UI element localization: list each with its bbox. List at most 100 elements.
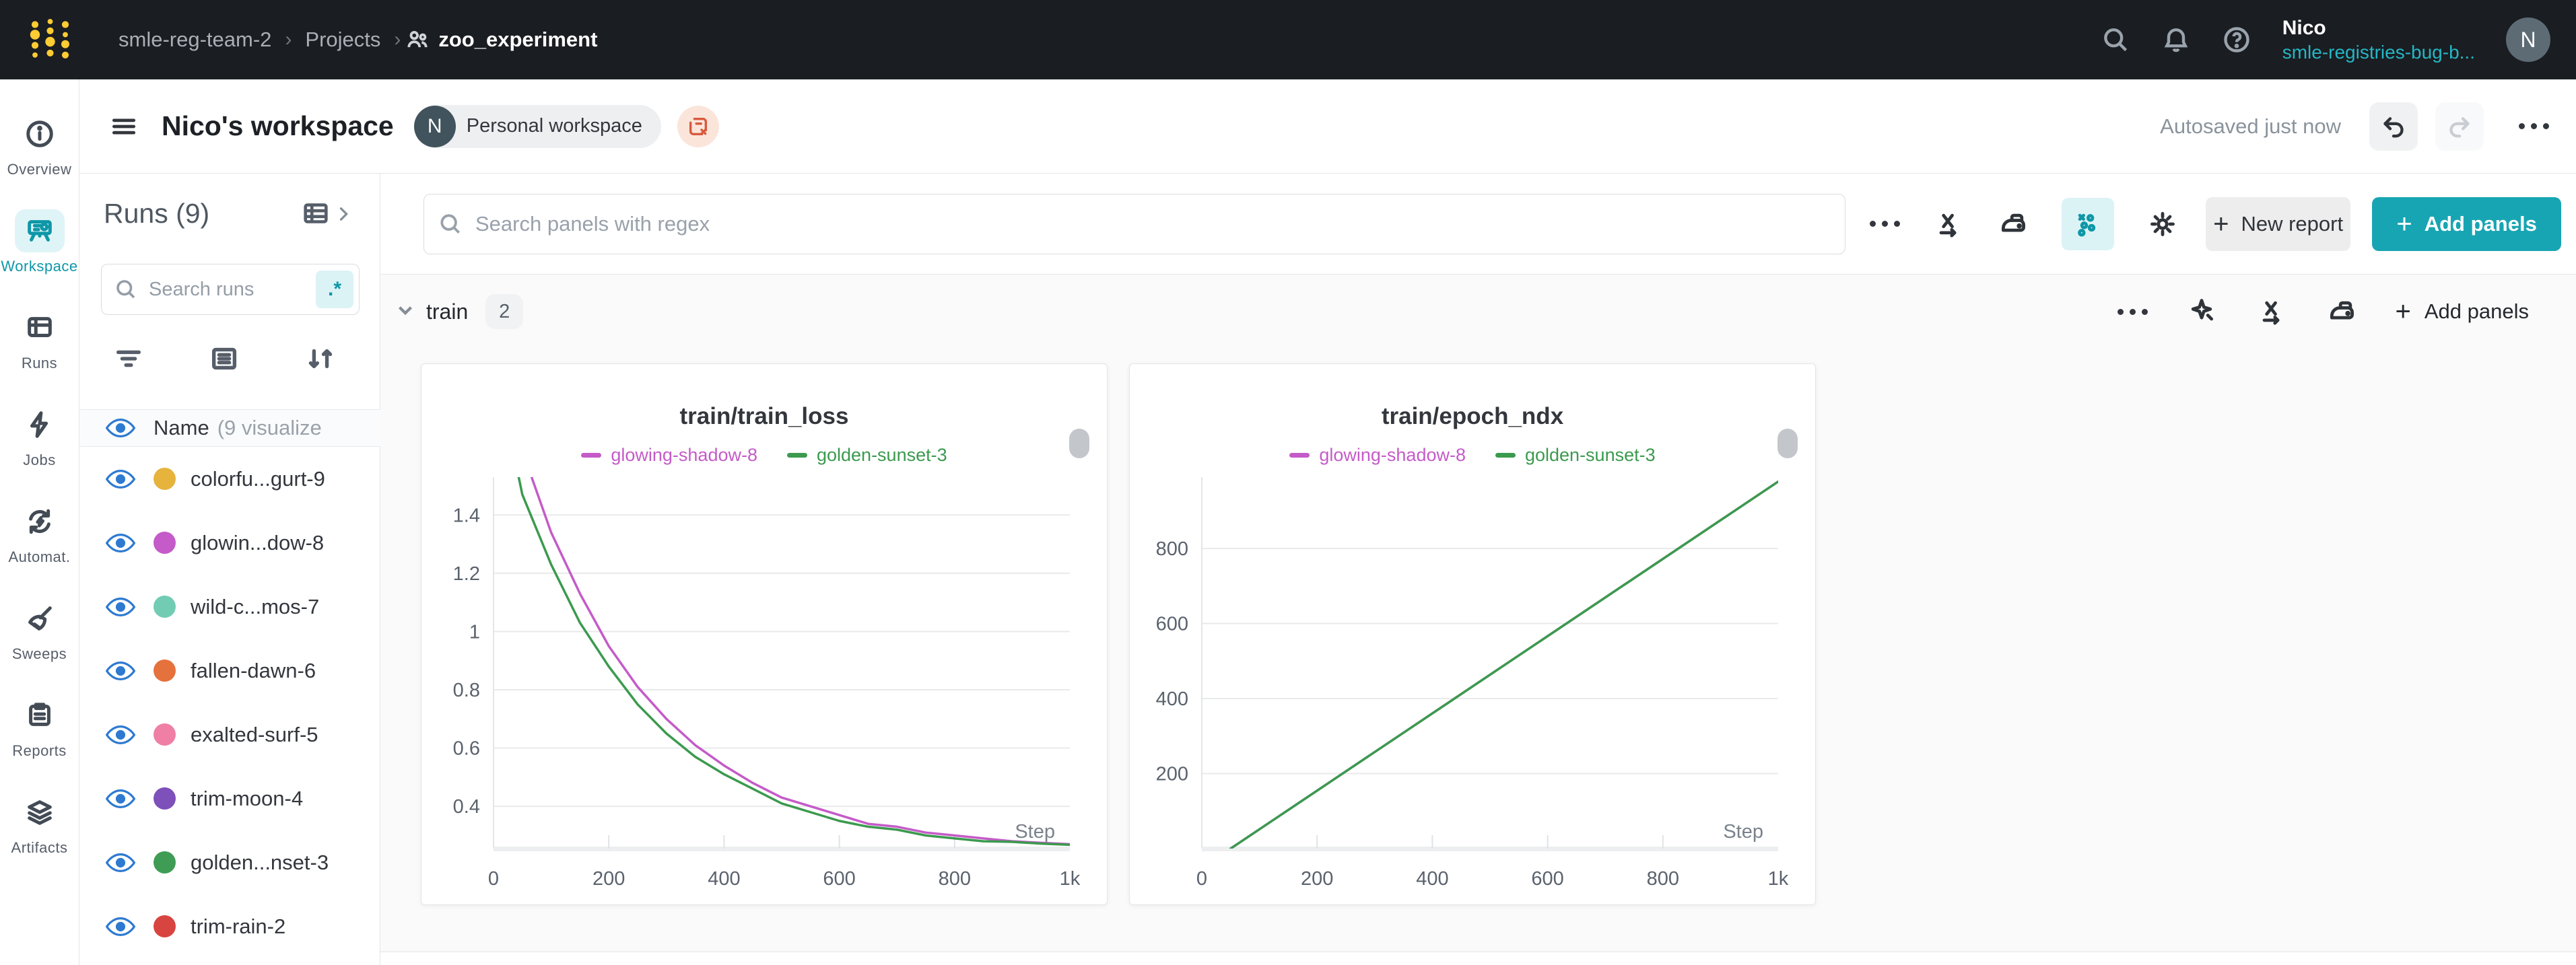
eye-visibility-toggle[interactable] xyxy=(105,596,136,618)
chart-title: train/epoch_ndx xyxy=(1381,403,1564,429)
run-row[interactable]: wild-c...mos-7 xyxy=(79,575,380,639)
run-row[interactable]: trim-moon-4 xyxy=(79,766,380,830)
run-name[interactable]: exalted-surf-5 xyxy=(191,722,318,746)
run-row[interactable]: colorfu...gurt-9 xyxy=(79,447,380,511)
panel-search-box xyxy=(423,193,1845,254)
svg-text:1.2: 1.2 xyxy=(453,563,480,585)
svg-text:1.4: 1.4 xyxy=(453,505,480,526)
eye-visibility-toggle[interactable] xyxy=(105,468,136,491)
run-row[interactable]: trim-rain-2 xyxy=(79,894,380,958)
smoothing-button[interactable] xyxy=(1997,208,2029,240)
run-name[interactable]: fallen-dawn-6 xyxy=(191,658,316,682)
collapse-section-button[interactable] xyxy=(394,299,417,325)
breadcrumb: smle-reg-team-2 › Projects › zoo_experim… xyxy=(109,27,597,52)
run-name[interactable]: trim-rain-2 xyxy=(191,914,286,938)
user-org-link[interactable]: smle-registries-bug-b... xyxy=(2282,42,2475,63)
undo-icon xyxy=(2383,116,2404,137)
outliers-button[interactable] xyxy=(2062,197,2114,250)
eye-visibility-toggle[interactable] xyxy=(105,787,136,810)
line-chart[interactable]: 200 400 600 800 0 200 400 600 800 1k Step xyxy=(1130,465,1817,906)
filter-icon[interactable] xyxy=(113,343,144,374)
panel-search-input[interactable] xyxy=(474,211,1831,237)
sparkle-icon xyxy=(2191,299,2213,321)
eye-visibility-toggle[interactable] xyxy=(105,723,136,746)
run-row[interactable]: golden...nset-3 xyxy=(79,830,380,894)
breadcrumb-projects[interactable]: Projects xyxy=(305,28,381,51)
chart-panel-train-loss[interactable]: train/train_loss glowing-shadow-8 golden… xyxy=(421,363,1108,905)
run-row[interactable]: glowin...dow-8 xyxy=(79,511,380,575)
help-icon[interactable] xyxy=(2222,25,2251,55)
chart-panel-epoch-ndx[interactable]: train/epoch_ndx glowing-shadow-8 golden-… xyxy=(1129,363,1816,905)
rail-item-workspace[interactable]: Workspace xyxy=(0,194,79,291)
panelbar-more-button[interactable] xyxy=(1870,221,1900,227)
menu-icon[interactable] xyxy=(109,112,139,141)
eye-visibility-toggle[interactable] xyxy=(105,851,136,874)
run-name[interactable]: wild-c...mos-7 xyxy=(191,594,320,618)
wandb-logo-icon[interactable] xyxy=(23,11,79,68)
panel-drag-handle[interactable] xyxy=(1069,429,1089,458)
rail-item-overview[interactable]: Overview xyxy=(0,97,79,194)
rail-item-sweeps[interactable]: Sweeps xyxy=(0,581,79,678)
breadcrumb-entity[interactable]: smle-reg-team-2 xyxy=(118,28,272,51)
rail-item-runs[interactable]: Runs xyxy=(0,291,79,388)
legend-item[interactable]: golden-sunset-3 xyxy=(786,445,947,466)
avatar[interactable]: N xyxy=(2506,17,2550,62)
svg-text:0: 0 xyxy=(488,868,499,890)
settings-button[interactable] xyxy=(2146,208,2179,240)
regex-toggle-button[interactable]: .* xyxy=(316,271,353,308)
panel-toolbar: + New report + Add panels xyxy=(380,174,2576,275)
expand-runs-table-button[interactable] xyxy=(300,199,353,229)
eye-icon[interactable] xyxy=(105,417,136,439)
undo-button[interactable] xyxy=(2369,102,2418,151)
eye-visibility-toggle[interactable] xyxy=(105,659,136,682)
svg-text:600: 600 xyxy=(1156,613,1188,635)
redo-button[interactable] xyxy=(2435,102,2484,151)
svg-text:1k: 1k xyxy=(1060,868,1081,890)
breadcrumb-project[interactable]: zoo_experiment xyxy=(405,27,597,52)
clear-workspace-button[interactable] xyxy=(677,105,719,147)
runs-search-box: .* xyxy=(101,264,360,315)
section-more-button[interactable] xyxy=(2117,308,2148,315)
new-report-button[interactable]: + New report xyxy=(2206,196,2351,251)
page-title: Nico's workspace xyxy=(162,110,394,141)
plus-icon: + xyxy=(2395,297,2411,326)
run-name[interactable]: golden...nset-3 xyxy=(191,850,329,874)
section-smoothing-button[interactable] xyxy=(2326,295,2358,328)
section-sparkle-button[interactable] xyxy=(2185,295,2218,328)
user-menu[interactable]: Nico smle-registries-bug-b... xyxy=(2282,15,2475,65)
add-panels-button[interactable]: + Add panels xyxy=(2372,196,2561,251)
svg-text:Step: Step xyxy=(1723,821,1763,843)
badge-label: Personal workspace xyxy=(466,115,642,137)
rail-item-reports[interactable]: Reports xyxy=(0,678,79,775)
sort-icon[interactable] xyxy=(304,343,335,374)
section-x-axis-button[interactable] xyxy=(2256,295,2288,328)
search-icon[interactable] xyxy=(2101,25,2130,55)
train-section-header: train 2 + xyxy=(380,275,2576,349)
runs-name-header[interactable]: Name (9 visualize xyxy=(79,409,380,447)
rail-item-artifacts[interactable]: Artifacts xyxy=(0,775,79,872)
section-title[interactable]: train xyxy=(426,299,469,324)
panel-drag-handle[interactable] xyxy=(1777,429,1798,458)
x-axis-settings-button[interactable] xyxy=(1932,208,1965,240)
bell-icon[interactable] xyxy=(2161,25,2191,55)
header-more-button[interactable] xyxy=(2519,123,2549,129)
legend-item[interactable]: glowing-shadow-8 xyxy=(581,445,757,466)
workspace-badge[interactable]: N Personal workspace xyxy=(413,104,661,148)
run-row[interactable]: exalted-surf-5 xyxy=(79,703,380,766)
rail-item-jobs[interactable]: Jobs xyxy=(0,388,79,485)
eye-visibility-toggle[interactable] xyxy=(105,532,136,555)
run-row[interactable]: fallen-dawn-6 xyxy=(79,639,380,703)
runs-search-input[interactable] xyxy=(147,277,316,301)
line-chart[interactable]: 0.4 0.6 0.8 1 1.2 1.4 0 200 400 600 800 1k Step xyxy=(421,465,1108,906)
eye-visibility-toggle[interactable] xyxy=(105,915,136,938)
run-name[interactable]: glowin...dow-8 xyxy=(191,530,325,555)
legend-item[interactable]: glowing-shadow-8 xyxy=(1289,445,1466,466)
group-list-icon[interactable] xyxy=(209,343,240,374)
section-add-panels-button[interactable]: + Add panels xyxy=(2395,297,2529,326)
run-name[interactable]: trim-moon-4 xyxy=(191,786,304,810)
rail-item-automations[interactable]: Automat. xyxy=(0,485,79,581)
run-name[interactable]: colorfu...gurt-9 xyxy=(191,466,325,491)
legend-item[interactable]: golden-sunset-3 xyxy=(1495,445,1656,466)
legend-dash xyxy=(1289,453,1310,458)
section-panel-count: 2 xyxy=(485,294,524,329)
